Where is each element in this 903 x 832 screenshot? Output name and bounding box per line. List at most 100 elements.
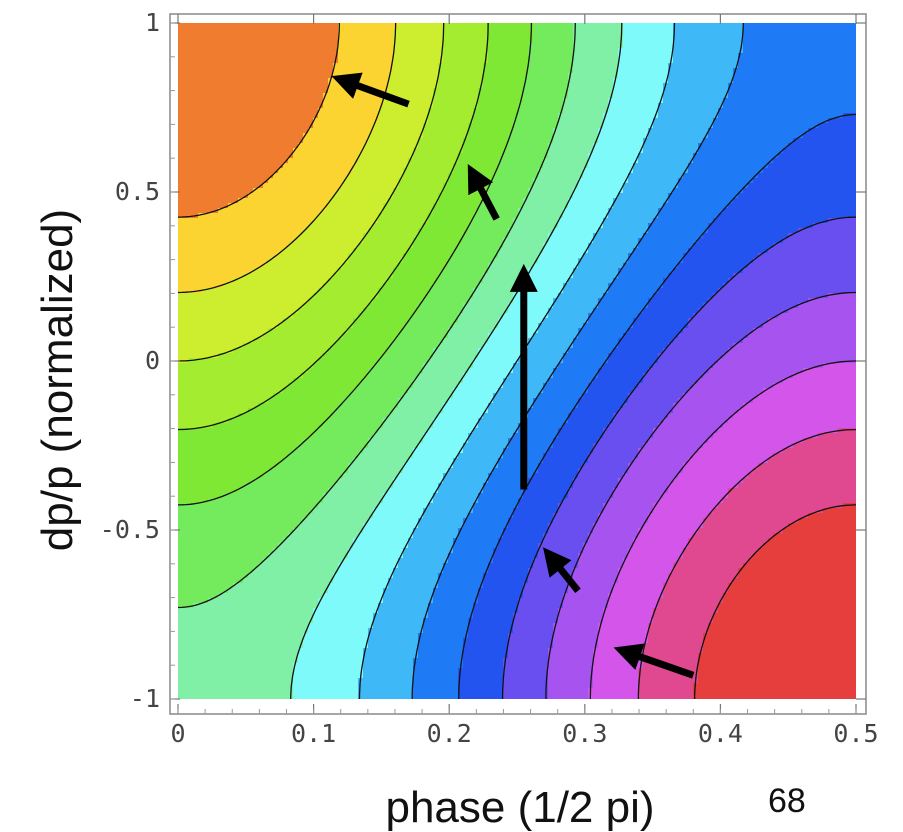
contour-cell	[643, 118, 649, 124]
contour-cell	[293, 88, 299, 94]
contour-cell	[398, 173, 404, 179]
contour-cell	[558, 43, 564, 49]
contour-cell	[553, 38, 559, 44]
contour-cell	[283, 143, 289, 149]
contour-cell	[743, 168, 749, 174]
contour-cell	[278, 93, 284, 99]
contour-cell	[493, 123, 499, 129]
contour-cell	[508, 113, 514, 119]
contour-cell	[813, 103, 819, 109]
contour-cell	[578, 193, 584, 199]
contour-cell	[333, 133, 339, 139]
contour-cell	[658, 128, 664, 134]
contour-cell	[663, 73, 669, 79]
contour-cell	[238, 53, 244, 59]
contour-cell	[283, 28, 289, 34]
contour-cell	[333, 98, 339, 104]
contour-cell	[673, 63, 679, 69]
contour-cell	[678, 188, 684, 194]
contour-cell	[193, 128, 199, 134]
contour-cell	[343, 143, 349, 149]
contour-cell	[528, 113, 534, 119]
contour-cell	[843, 48, 849, 54]
contour-cell	[363, 158, 369, 164]
contour-cell	[653, 48, 659, 54]
contour-cell	[853, 133, 856, 139]
contour-cell	[413, 138, 419, 144]
contour-cell	[588, 108, 594, 114]
contour-cell	[568, 133, 574, 139]
contour-cell	[463, 153, 469, 159]
contour-cell	[748, 73, 754, 79]
contour-cell	[553, 138, 559, 144]
contour-cell	[768, 143, 774, 149]
contour-cell	[248, 73, 254, 79]
contour-cell	[498, 23, 504, 29]
contour-cell	[183, 133, 189, 139]
contour-cell	[198, 98, 204, 104]
contour-cell	[233, 63, 239, 69]
contour-cell	[818, 63, 824, 69]
contour-cell	[788, 153, 794, 159]
contour-cell	[848, 53, 854, 59]
contour-cell	[248, 138, 254, 144]
contour-cell	[638, 38, 644, 44]
contour-cell	[798, 178, 804, 184]
contour-cell	[358, 108, 364, 114]
contour-cell	[588, 33, 594, 39]
contour-cell	[488, 23, 494, 29]
contour-cell	[343, 188, 349, 194]
contour-cell	[598, 28, 604, 34]
contour-cell	[728, 158, 734, 164]
contour-cell	[828, 53, 834, 59]
contour-cell	[423, 58, 429, 64]
contour-cell	[313, 143, 319, 149]
contour-cell	[773, 123, 779, 129]
contour-cell	[683, 173, 689, 179]
contour-cell	[588, 28, 594, 34]
contour-cell	[483, 93, 489, 99]
contour-cell	[213, 198, 219, 204]
contour-cell	[213, 43, 219, 49]
contour-cell	[243, 33, 249, 39]
contour-cell	[668, 168, 674, 174]
contour-cell	[573, 163, 579, 169]
contour-cell	[423, 73, 429, 79]
contour-cell	[803, 148, 809, 154]
contour-cell	[518, 168, 524, 174]
contour-cell	[298, 118, 304, 124]
contour-cell	[278, 183, 284, 189]
contour-cell	[378, 143, 384, 149]
contour-cell	[238, 143, 244, 149]
contour-cell	[763, 83, 769, 89]
contour-cell	[313, 148, 319, 154]
contour-cell	[228, 138, 234, 144]
contour-cell	[838, 38, 844, 44]
contour-cell	[493, 63, 499, 69]
contour-cell	[683, 103, 689, 109]
contour-cell	[193, 193, 199, 199]
contour-cell	[558, 153, 564, 159]
contour-cell	[583, 43, 589, 49]
contour-cell	[638, 53, 644, 59]
contour-cell	[273, 168, 279, 174]
contour-cell	[338, 188, 344, 194]
contour-cell	[558, 93, 564, 99]
contour-cell	[228, 63, 234, 69]
contour-cell	[668, 148, 674, 154]
contour-cell	[333, 43, 339, 49]
contour-cell	[523, 68, 529, 74]
contour-cell	[553, 158, 559, 164]
contour-cell	[353, 143, 359, 149]
contour-cell	[438, 133, 444, 139]
contour-cell	[353, 113, 359, 119]
contour-cell	[573, 198, 579, 204]
contour-cell	[463, 83, 469, 89]
contour-cell	[328, 93, 334, 99]
contour-cell	[323, 188, 329, 194]
contour-cell	[583, 158, 589, 164]
contour-cell	[723, 103, 729, 109]
contour-cell	[583, 78, 589, 84]
contour-cell	[523, 53, 529, 59]
contour-cell	[353, 173, 359, 179]
